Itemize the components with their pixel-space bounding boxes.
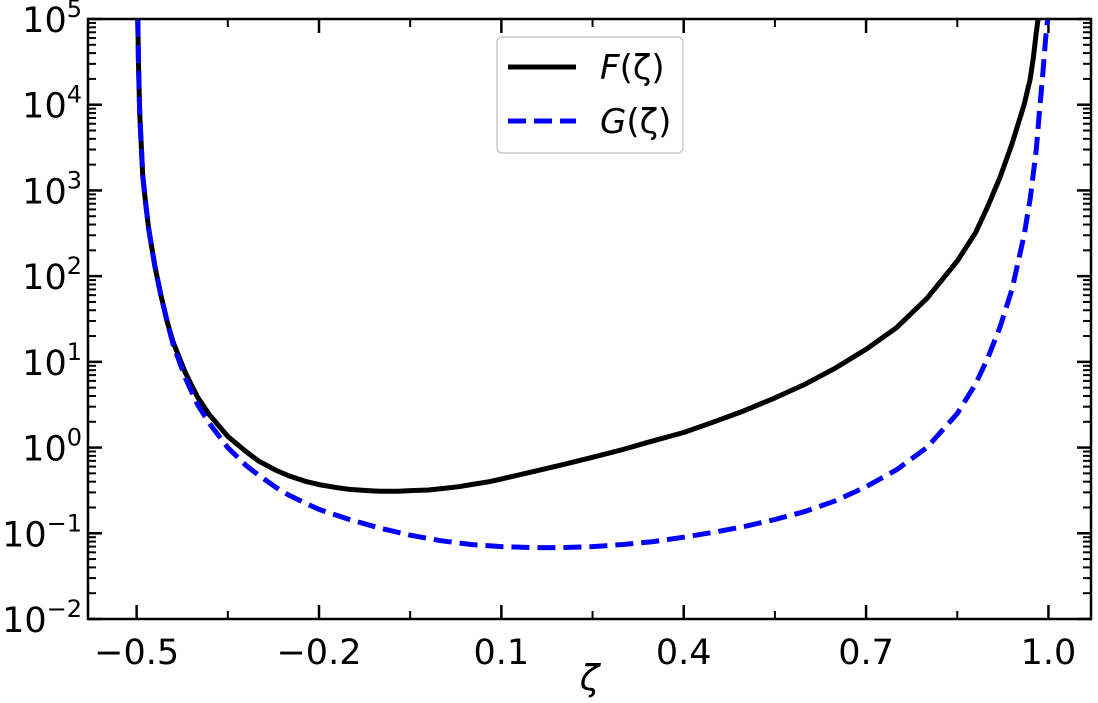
x-tick-label: 1.0 — [1021, 633, 1077, 673]
y-tick-label: 105 — [22, 0, 82, 41]
x-tick-label: −0.5 — [94, 633, 179, 673]
x-tick-label: 0.7 — [838, 633, 894, 673]
series-line-G — [135, 19, 1051, 551]
y-tick-label: 102 — [22, 252, 82, 298]
y-tick-labels: 10−2 10−1 100 101 102 103 104 105 — [2, 0, 82, 641]
x-tick-label: 0.1 — [474, 633, 530, 673]
minor-ticks — [88, 19, 1091, 619]
y-tick-label: 10−2 — [2, 595, 82, 641]
x-tick-label: −0.2 — [276, 633, 361, 673]
y-tick-label: 103 — [22, 166, 82, 212]
x-axis-title: ζ — [579, 658, 602, 699]
x-tick-labels: −0.5 −0.2 0.1 0.4 0.7 1.0 — [94, 633, 1076, 673]
legend: F(ζ) G(ζ) — [496, 36, 684, 154]
plot-frame — [86, 17, 1093, 621]
legend-label-G: G(ζ) — [600, 102, 671, 142]
legend-label-F: F(ζ) — [600, 48, 665, 88]
y-tick-label: 10−1 — [2, 509, 82, 555]
y-tick-label: 100 — [22, 424, 82, 470]
series-line-F — [135, 19, 1041, 494]
y-tick-label: 104 — [22, 81, 82, 127]
x-tick-label: 0.4 — [656, 633, 712, 673]
series-layer — [135, 19, 1051, 551]
y-tick-label: 101 — [22, 338, 82, 384]
